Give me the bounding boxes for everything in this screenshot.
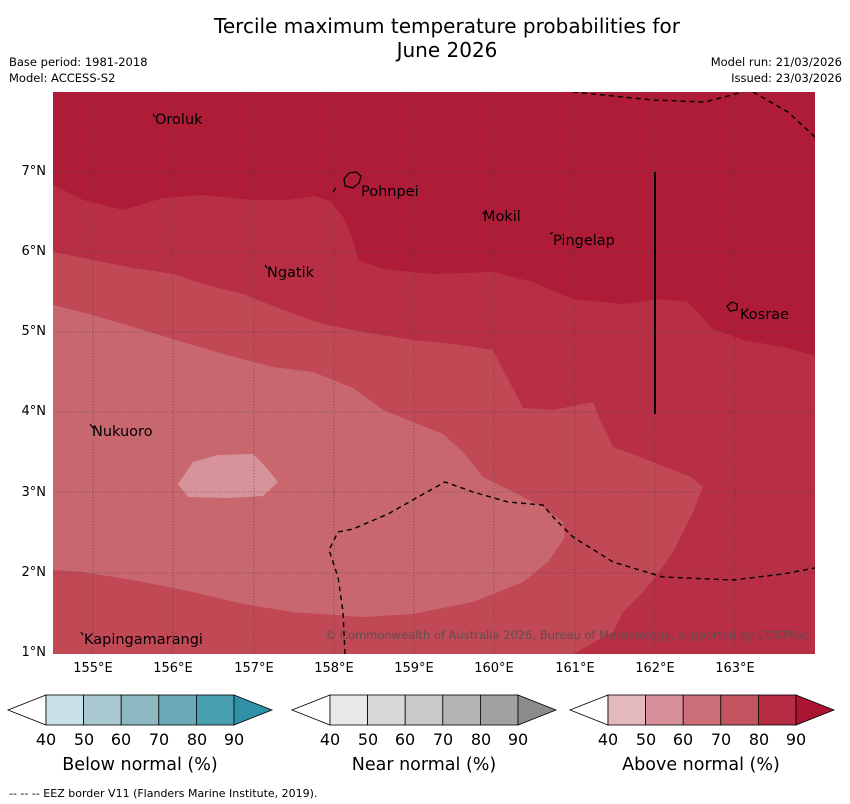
colorbar-low-arrow [568, 694, 609, 726]
colorbar-near [290, 694, 558, 726]
colorbar-high-arrow [795, 694, 836, 726]
eez-borders [328, 92, 815, 654]
colorbar-above-title: Above normal (%) [622, 755, 780, 775]
model-name: Model: ACCESS-S2 [9, 71, 116, 85]
place-label-mokil: Mokil [483, 209, 521, 225]
lat-label: 2°N [21, 565, 47, 580]
colorbar-segment [83, 694, 122, 726]
lon-label: 160°E [474, 661, 514, 676]
colorbar-near-tick: 50 [357, 730, 379, 749]
lon-label: 157°E [234, 661, 274, 676]
colorbar-low-arrow [290, 694, 331, 726]
colorbar-segment [442, 694, 481, 726]
colorbar-above-tick: 90 [785, 730, 807, 749]
oroluk-atoll-icon [152, 113, 156, 118]
colorbar-segment [329, 694, 368, 726]
lat-label: 6°N [21, 244, 47, 259]
kosrae-island-icon [726, 301, 738, 312]
lon-label: 155°E [73, 661, 113, 676]
colorbar-above-tick: 80 [748, 730, 770, 749]
colorbar-segment [757, 694, 797, 726]
lat-label: 7°N [21, 164, 47, 179]
colorbar-low-arrow [6, 694, 47, 726]
place-label-kapingamarangi: Kapingamarangi [84, 632, 203, 648]
colorbar-segment [607, 694, 646, 726]
place-label-kosrae: Kosrae [740, 307, 789, 323]
ngatik-atoll-icon [264, 264, 268, 269]
colorbar-below-tick: 80 [186, 730, 208, 749]
map-svg [53, 92, 815, 654]
colorbar-segment [682, 694, 722, 726]
colorbar-segment [479, 694, 519, 726]
colorbar-segment [195, 694, 235, 726]
eez-legend-note: -- -- -- EEZ border V11 (Flanders Marine… [9, 787, 318, 800]
colorbar-near-tick: 70 [432, 730, 454, 749]
colorbar-near-tick: 80 [470, 730, 492, 749]
colorbar-above-tick: 60 [672, 730, 694, 749]
kapingamarangi-atoll-icon [80, 631, 84, 636]
lat-label: 1°N [21, 645, 47, 660]
region-above-50 [178, 454, 278, 498]
chart-title-line1: Tercile maximum temperature probabilitie… [214, 14, 680, 38]
colorbar-below-title: Below normal (%) [62, 755, 218, 775]
lat-label: 5°N [21, 324, 47, 339]
island-outlines [80, 113, 738, 636]
ant-atoll-icon [332, 187, 337, 193]
lon-label: 161°E [555, 661, 595, 676]
colorbar-segment [45, 694, 84, 726]
colorbar-segment [645, 694, 684, 726]
colorbar-below-tick: 50 [73, 730, 95, 749]
pingelap-atoll-icon [549, 231, 554, 235]
lat-label: 3°N [21, 485, 47, 500]
lon-label: 163°E [715, 661, 755, 676]
nukuoro-atoll-icon [89, 423, 94, 429]
colorbar-above-tick: 50 [635, 730, 657, 749]
colorbar-segment [120, 694, 160, 726]
colorbar-high-arrow [233, 694, 274, 726]
colorbar-segment [720, 694, 759, 726]
colorbar-below-tick: 70 [148, 730, 170, 749]
model-run: Model run: 21/03/2026 [710, 55, 842, 69]
colorbar-near-title: Near normal (%) [351, 755, 497, 775]
colorbar-segment [404, 694, 444, 726]
place-label-oroluk: Oroluk [155, 112, 203, 128]
pohnpei-island-icon [343, 171, 362, 189]
probability-map: Oroluk Pohnpei Mokil Pingelap Ngatik Kos… [53, 92, 815, 654]
colorbar-near-tick: 40 [319, 730, 341, 749]
colorbar-below [6, 694, 274, 726]
chart-title-line2: June 2026 [396, 38, 498, 62]
colorbar-below-tick: 90 [223, 730, 245, 749]
lon-label: 156°E [153, 661, 193, 676]
place-label-pingelap: Pingelap [553, 233, 615, 249]
colorbar-above-tick: 70 [710, 730, 732, 749]
lat-label: 4°N [21, 404, 47, 419]
lon-label: 158°E [314, 661, 354, 676]
colorbar-segment [158, 694, 197, 726]
place-label-ngatik: Ngatik [267, 265, 315, 281]
base-period: Base period: 1981-2018 [9, 55, 148, 69]
region-above-60 [53, 305, 565, 617]
place-label-nukuoro: Nukuoro [92, 424, 153, 440]
colorbar-above [568, 694, 836, 726]
lon-label: 162°E [635, 661, 675, 676]
colorbar-below-tick: 40 [35, 730, 57, 749]
lon-label: 159°E [394, 661, 434, 676]
colorbar-high-arrow [517, 694, 558, 726]
colorbar-segment [367, 694, 406, 726]
copyright-notice: © Commonwealth of Australia 2026, Bureau… [324, 628, 809, 642]
colorbar-above-tick: 40 [597, 730, 619, 749]
issued-date: Issued: 23/03/2026 [731, 71, 842, 85]
colorbar-graphics [6, 694, 836, 726]
place-label-pohnpei: Pohnpei [361, 184, 419, 200]
colorbar-near-tick: 60 [394, 730, 416, 749]
colorbar-below-tick: 60 [110, 730, 132, 749]
mokil-atoll-icon [482, 211, 486, 216]
colorbar-near-tick: 90 [507, 730, 529, 749]
